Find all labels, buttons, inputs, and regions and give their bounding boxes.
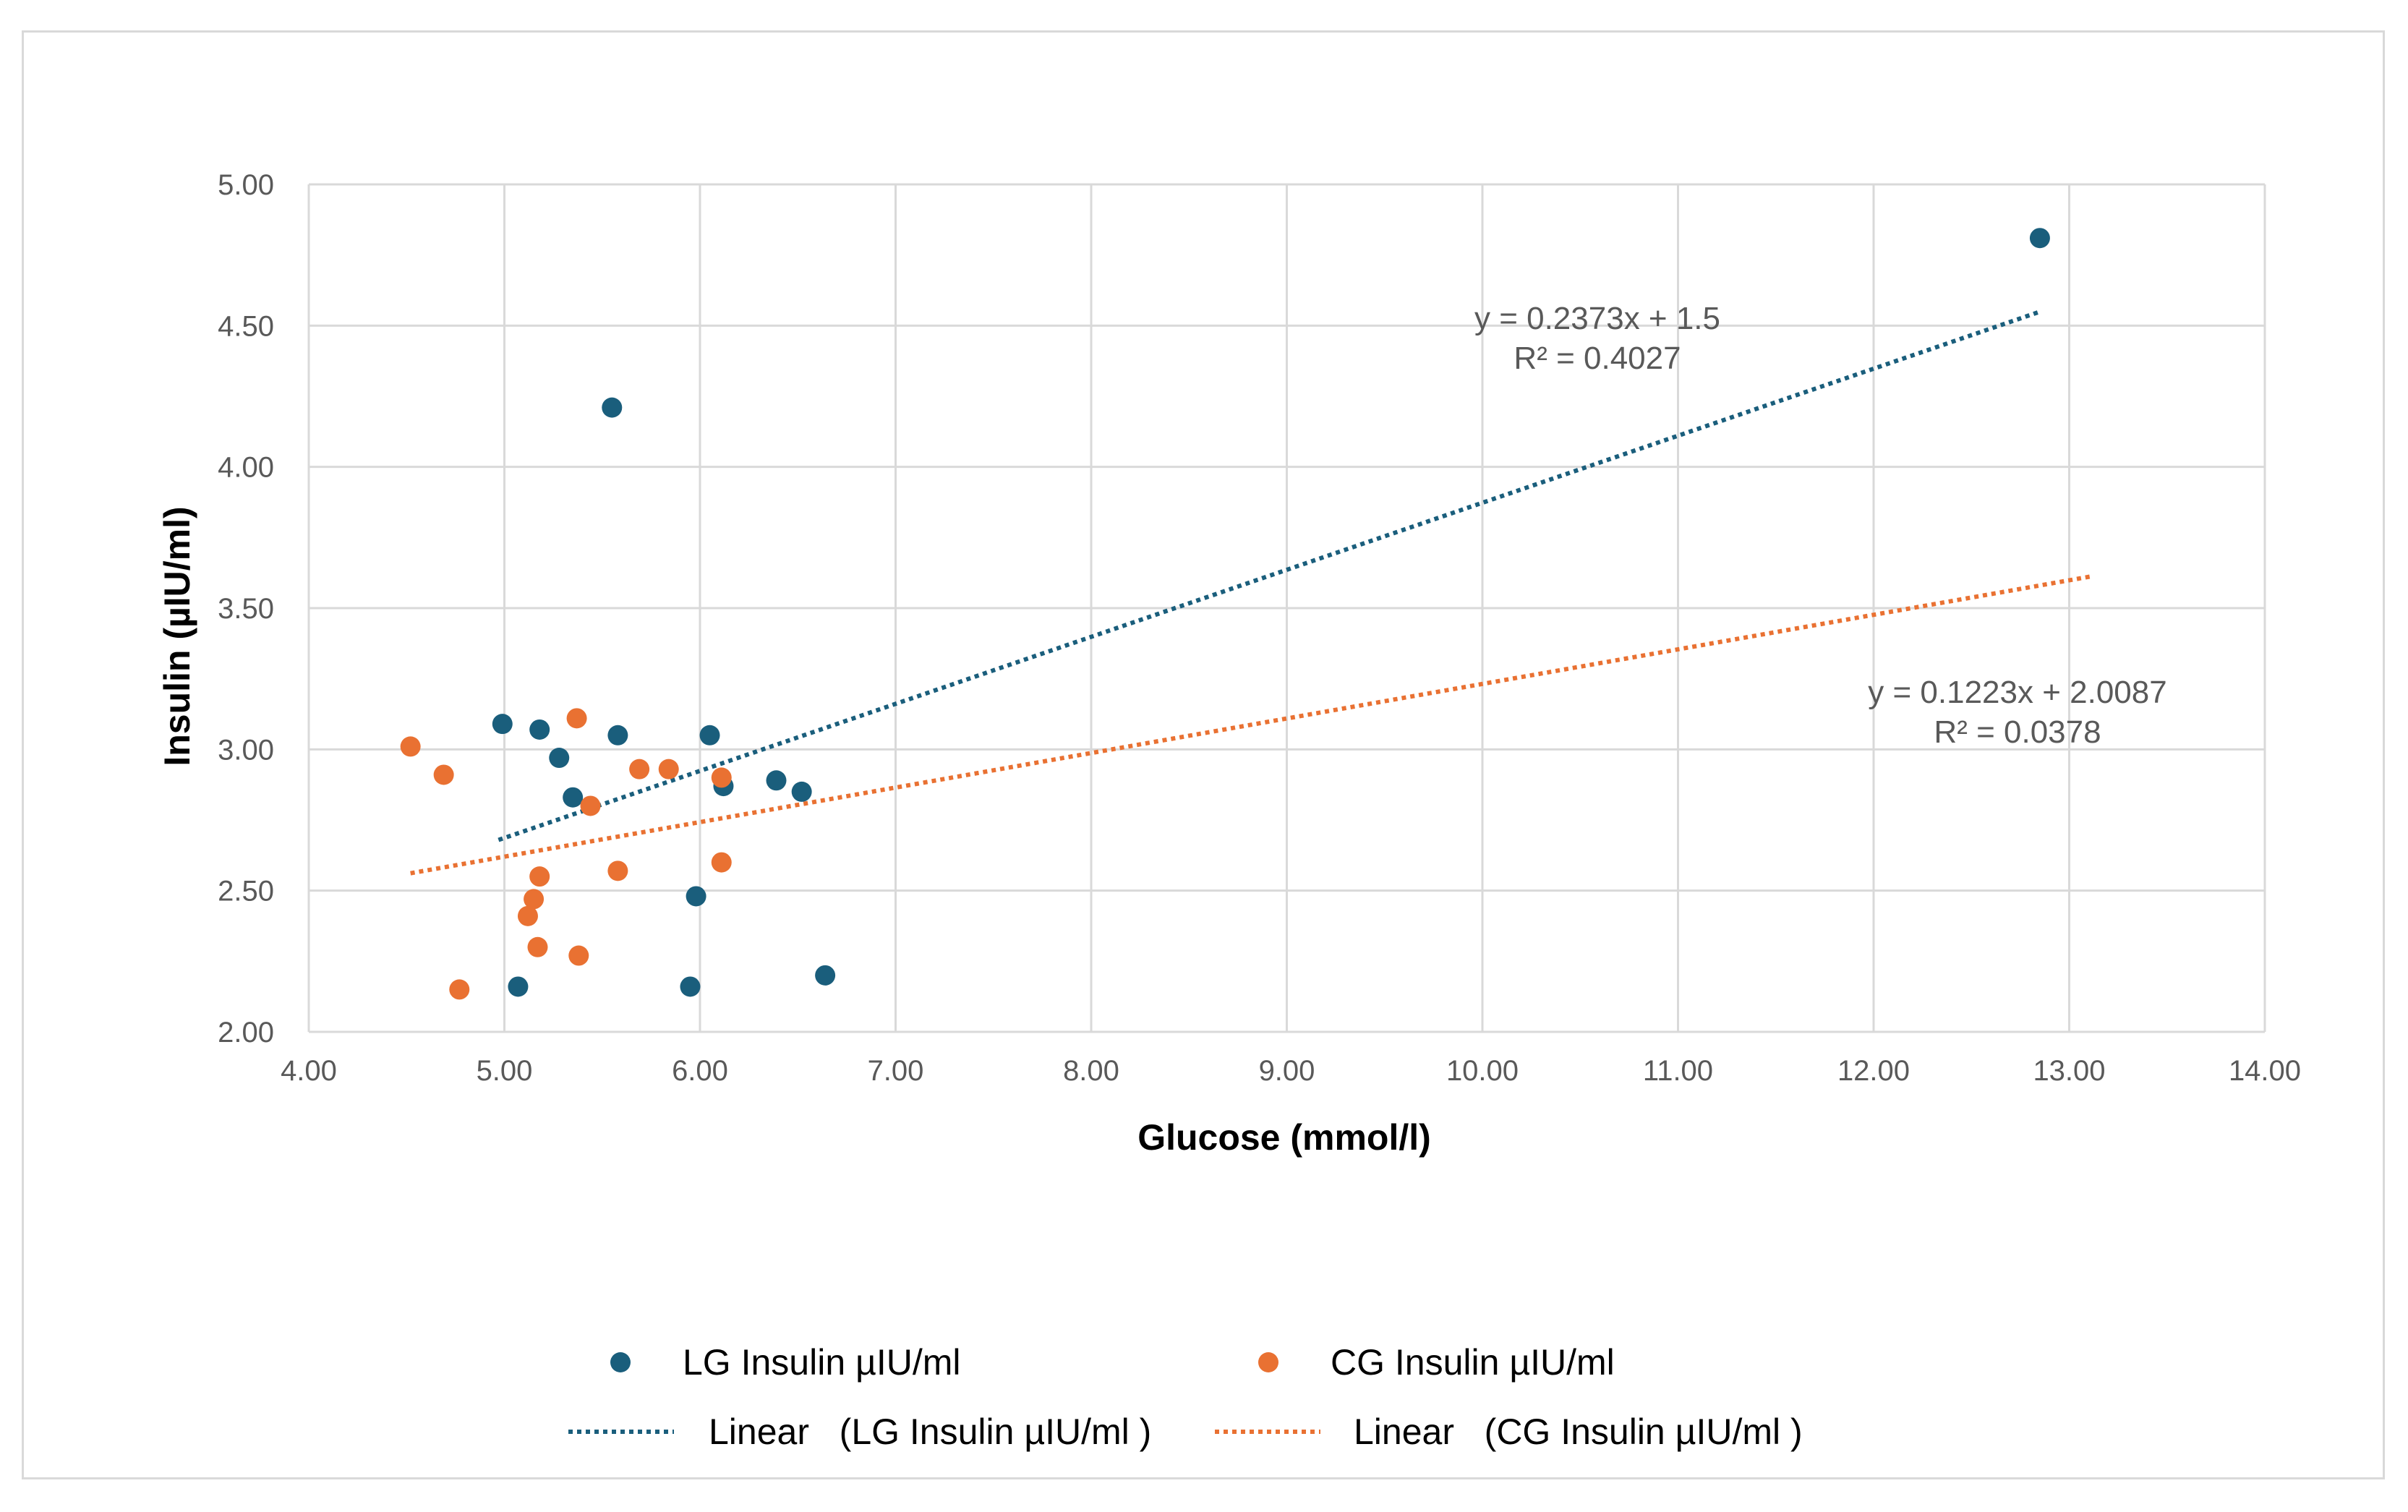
data-point-cg xyxy=(629,759,650,780)
data-point-lg xyxy=(2029,228,2050,249)
data-point-lg xyxy=(563,787,584,808)
data-point-cg xyxy=(711,852,732,873)
legend-label-cg-trend: Linear (CG Insulin µIU/ml ) xyxy=(1354,1411,1803,1452)
trendlines xyxy=(410,309,2093,876)
data-point-lg xyxy=(815,965,836,986)
data-point-cg xyxy=(527,936,548,957)
x-tick-label: 10.00 xyxy=(1446,1055,1519,1087)
data-point-lg xyxy=(602,397,623,418)
data-point-lg xyxy=(680,976,701,997)
data-point-lg xyxy=(699,725,720,746)
y-tick-label: 5.00 xyxy=(218,169,274,201)
legend-label-cg: CG Insulin µIU/ml xyxy=(1331,1342,1615,1383)
data-point-cg xyxy=(529,866,550,887)
data-point-lg xyxy=(607,725,628,746)
data-points xyxy=(400,228,2050,1000)
tick-labels: 4.00 5.00 6.00 7.00 8.00 9.00 10.00 11.00 12.00 1… xyxy=(218,169,2301,1087)
legend-label-lg-trend: Linear (LG Insulin µIU/ml ) xyxy=(709,1411,1151,1452)
data-point-cg xyxy=(517,905,538,926)
x-tick-label: 9.00 xyxy=(1259,1055,1315,1087)
data-point-cg xyxy=(524,889,545,910)
legend: LG Insulin µIU/ml CG Insulin µIU/ml Line… xyxy=(568,1342,1803,1452)
x-tick-label: 5.00 xyxy=(477,1055,533,1087)
y-tick-label: 3.00 xyxy=(218,734,274,766)
data-point-lg xyxy=(549,748,570,769)
y-tick-label: 2.00 xyxy=(218,1017,274,1048)
x-tick-label: 12.00 xyxy=(1837,1055,1910,1087)
grid-lines xyxy=(307,183,2266,1033)
x-tick-label: 11.00 xyxy=(1643,1055,1713,1087)
trendline-lg xyxy=(498,309,2041,842)
data-point-cg xyxy=(568,945,589,966)
data-point-cg xyxy=(400,736,421,757)
legend-marker-lg xyxy=(610,1352,631,1372)
x-tick-label: 4.00 xyxy=(281,1055,337,1087)
data-point-lg xyxy=(508,976,529,997)
data-point-cg xyxy=(449,979,470,1000)
data-point-lg xyxy=(791,781,812,802)
trendline-equation-lg: y = 0.2373x + 1.5 xyxy=(1474,301,1720,336)
data-point-lg xyxy=(766,770,787,791)
data-point-lg xyxy=(529,719,550,740)
trendline-equation-cg: y = 0.1223x + 2.0087 xyxy=(1868,675,2166,710)
data-point-cg xyxy=(433,764,454,785)
x-tick-label: 13.00 xyxy=(2033,1055,2105,1087)
y-tick-label: 3.50 xyxy=(218,593,274,625)
x-tick-label: 14.00 xyxy=(2229,1055,2301,1087)
trendline-cg xyxy=(410,573,2093,876)
trendline-r2-lg: R² = 0.4027 xyxy=(1513,341,1681,376)
trendline-r2-cg: R² = 0.0378 xyxy=(1934,714,2101,750)
x-tick-label: 6.00 xyxy=(672,1055,728,1087)
data-point-cg xyxy=(580,795,601,816)
y-tick-label: 4.50 xyxy=(218,310,274,342)
data-point-lg xyxy=(686,886,706,907)
y-tick-label: 2.50 xyxy=(218,876,274,907)
legend-label-lg: LG Insulin µIU/ml xyxy=(683,1342,960,1383)
data-point-cg xyxy=(566,708,587,729)
data-point-lg xyxy=(492,714,513,735)
data-point-cg xyxy=(607,860,628,881)
data-point-cg xyxy=(658,759,679,780)
x-axis-title: Glucose (mmol/l) xyxy=(1137,1117,1431,1158)
x-tick-label: 8.00 xyxy=(1063,1055,1119,1087)
y-axis-title: Insulin (µIU/ml) xyxy=(157,506,197,766)
data-point-cg xyxy=(711,767,732,788)
x-tick-label: 7.00 xyxy=(868,1055,924,1087)
y-tick-label: 4.00 xyxy=(218,452,274,484)
legend-marker-cg xyxy=(1258,1352,1278,1372)
